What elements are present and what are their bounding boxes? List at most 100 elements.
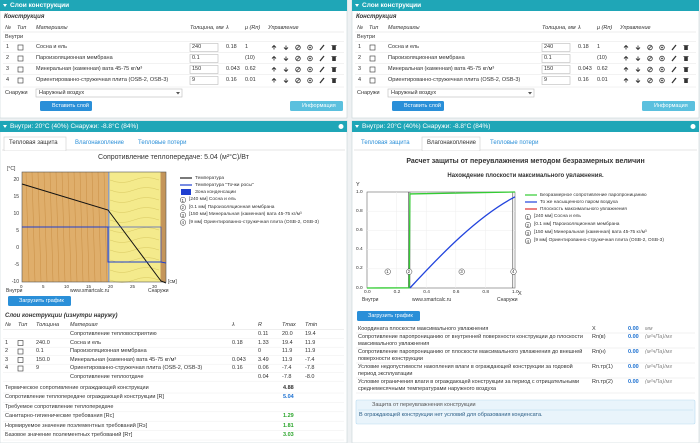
- result-value: 0.00: [628, 326, 639, 332]
- section-title: Конструкция: [356, 14, 397, 20]
- collapse-icon: [3, 4, 7, 7]
- legend-entry: [9 мм] Ориентированно-стружечная плита (…: [534, 238, 664, 243]
- wool-texture: [109, 197, 160, 203]
- collapse-icon: [3, 125, 7, 128]
- mu-value: 0.62: [245, 66, 256, 72]
- table-cell: 0.1: [36, 348, 44, 354]
- outside-value[interactable]: Наружный воздух: [39, 90, 85, 96]
- table-cell: -7.8: [305, 365, 315, 371]
- outside-value[interactable]: Наружный воздух: [391, 90, 437, 96]
- thickness-value[interactable]: 150: [192, 66, 202, 72]
- info-button[interactable]: Информация: [302, 102, 336, 109]
- icon-delete: [332, 79, 336, 83]
- x-axis-label: X: [518, 291, 522, 297]
- table-cell: -7.4: [305, 356, 315, 363]
- layer-marker: 4: [526, 238, 530, 244]
- vapor-resistance-line: [366, 191, 516, 289]
- icon-up: [623, 55, 629, 61]
- add-layer-button[interactable]: Вставить слой: [52, 102, 89, 109]
- thickness-input: [189, 54, 219, 63]
- thickness-value[interactable]: 0.1: [544, 55, 552, 61]
- outside-label: Снаружи: [497, 297, 518, 303]
- info-button: [642, 101, 695, 111]
- type-icon: [17, 340, 24, 346]
- wool-texture: [109, 227, 160, 233]
- result-symbol: Rп.тр(1): [592, 364, 613, 370]
- thickness-input: [541, 65, 571, 74]
- row-number: 2: [358, 55, 362, 61]
- row-number: 2: [6, 55, 10, 61]
- column-header: №: [357, 25, 363, 31]
- legend-entry: [150 мм] Минеральная (каменная) вата 45-…: [189, 212, 302, 217]
- legend-entry: Плоскость максимального увлажнения: [540, 207, 627, 212]
- tab[interactable]: Тепловые потери: [138, 140, 187, 146]
- mu-value: 0.01: [597, 77, 608, 83]
- table-cell: 20.0: [282, 331, 293, 337]
- thickness-value[interactable]: 0.1: [192, 55, 200, 61]
- mu-value: 0.01: [245, 77, 256, 83]
- result-unit: (м²чПа)/мг: [645, 379, 673, 385]
- tab[interactable]: Тепловые потери: [490, 140, 539, 146]
- summary-label: Сопротивление теплопередаче ограждающей …: [5, 394, 165, 401]
- layer-marker: 3: [181, 212, 185, 218]
- type-icon: [17, 357, 24, 363]
- settings-icon: [690, 124, 696, 129]
- plot-frame: [366, 191, 516, 289]
- summary-label: Нормируемое значение поэлементных требов…: [5, 422, 148, 429]
- table-cell: Минеральная (каменная) вата 45-75 кг/м³: [70, 356, 177, 363]
- thickness-value[interactable]: 240: [192, 44, 202, 50]
- y-tick-label: 0: [16, 245, 19, 251]
- icon-view: [661, 57, 663, 60]
- column-header: R: [258, 322, 262, 328]
- mu-value: 1: [597, 44, 601, 50]
- legend-entry: [240 мм] Сосна и ель: [534, 214, 581, 219]
- legend-entry: [240 мм] Сосна и ель: [189, 197, 236, 202]
- icon-down: [283, 56, 289, 62]
- material-name: Ориентированно-стружечная плита (OSB-2, …: [388, 77, 521, 83]
- thickness-value[interactable]: 240: [544, 44, 554, 50]
- icon-disable: [295, 44, 301, 51]
- panel: [351, 0, 700, 119]
- column-header: Tmax: [282, 322, 296, 328]
- icon-delete: [684, 57, 688, 61]
- tab[interactable]: Тепловая защита: [9, 140, 58, 146]
- mu-value: 1: [245, 44, 249, 50]
- column-header: Материал: [70, 322, 98, 328]
- table-cell: -7.4: [282, 365, 292, 371]
- download-button[interactable]: Загрузить график: [19, 297, 64, 304]
- table-cell: 19.4: [282, 339, 293, 346]
- layer-osb: [160, 172, 166, 282]
- thickness-input: [189, 65, 219, 74]
- icon-disable: [296, 56, 300, 61]
- summary-label: Базовое значение поэлементных требований…: [5, 432, 133, 438]
- layer-marker: [384, 268, 391, 275]
- summary-label: Требуемое сопротивление теплопередаче: [5, 403, 114, 410]
- table-cell: Сосна и ель: [70, 339, 101, 346]
- x-tick-label: 0.8: [482, 290, 490, 295]
- icon-view: [307, 44, 313, 51]
- icon-disable: [648, 56, 652, 61]
- thickness-value[interactable]: 9: [544, 77, 548, 83]
- y-tick-label: 0.4: [356, 247, 363, 253]
- x-tick-label: 0.6: [452, 290, 460, 295]
- tab[interactable]: Влагонакопление: [75, 140, 125, 146]
- table-cell: Ориентированно-стружечная плита (OSB-2, …: [70, 365, 203, 371]
- lambda-value: 0.043: [226, 66, 240, 72]
- tab[interactable]: Влагонакопление: [427, 140, 477, 146]
- icon-disable: [647, 77, 653, 84]
- thickness-value[interactable]: 150: [544, 66, 554, 72]
- add-layer-button[interactable]: Вставить слой: [404, 102, 441, 109]
- layer-marker: [179, 196, 187, 204]
- legend-entry: [150 мм] Минеральная (каменная) вата 45-…: [534, 230, 647, 235]
- result-symbol: Rп.тр(2): [592, 379, 613, 385]
- info-button[interactable]: Информация: [654, 102, 688, 109]
- layer-marker: [524, 221, 532, 229]
- select-caret: [528, 92, 532, 95]
- icon-edit: [671, 66, 677, 73]
- result-symbol: X: [592, 326, 596, 332]
- legend-entry: Температура: [195, 176, 225, 181]
- tab[interactable]: Тепловая защита: [361, 140, 410, 146]
- result-label: Сопротивление паропроницанию от внутренн…: [358, 334, 583, 347]
- thickness-value[interactable]: 9: [192, 77, 196, 83]
- download-button[interactable]: Загрузить график: [368, 312, 413, 319]
